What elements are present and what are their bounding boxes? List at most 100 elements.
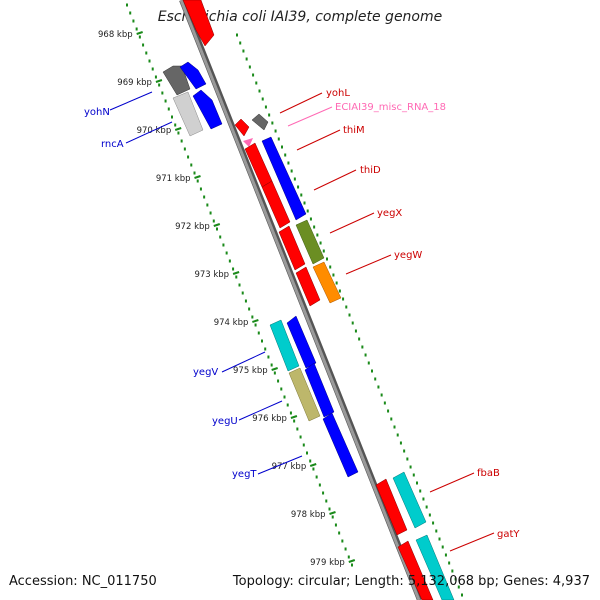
gene-rncA-left[interactable] [172, 91, 204, 137]
gene-yegW[interactable] [312, 261, 342, 304]
outer-ruler-dot [303, 201, 306, 205]
inner-ruler-dot [232, 267, 235, 271]
outer-ruler-dot [361, 345, 364, 349]
gene-blue-3[interactable] [286, 315, 317, 369]
gene-yohN[interactable] [162, 65, 191, 96]
outer-ruler-dot [348, 313, 351, 317]
inner-ruler-dot [148, 59, 151, 63]
outer-ruler-dot [268, 113, 271, 117]
inner-ruler-dot [267, 355, 270, 359]
outer-ruler-dot [319, 241, 322, 245]
label-yegX: yegX [377, 208, 402, 219]
outer-ruler-dot [438, 537, 441, 541]
inner-ruler-dot [283, 395, 286, 399]
outer-ruler-dot [422, 497, 425, 501]
inner-ruler-dot [222, 243, 225, 247]
gene-fbaB[interactable] [392, 471, 427, 529]
label-thiD: thiD [360, 165, 381, 176]
label-yohL: yohL [326, 88, 350, 99]
inner-ruler-dot [235, 275, 238, 279]
inner-ruler-dot [199, 187, 202, 191]
gene-yegX[interactable] [295, 219, 325, 265]
kbp-tick-label: 971 kbp [156, 174, 191, 184]
outer-ruler-dot [293, 177, 296, 181]
gene-gatY[interactable] [415, 534, 455, 600]
inner-ruler-dot [338, 531, 341, 535]
inner-ruler-dot [174, 123, 177, 127]
inner-ruler-dot [203, 195, 206, 199]
outer-ruler-dot [406, 457, 409, 461]
label-misc-rna: ECIAI39_misc_RNA_18 [335, 102, 446, 113]
outer-ruler-dot [393, 425, 396, 429]
inner-ruler-dot [228, 259, 231, 263]
inner-ruler-dot [328, 507, 331, 511]
inner-ruler-dot [296, 427, 299, 431]
gene-yohL-red[interactable] [234, 118, 250, 137]
outer-ruler-dot [428, 513, 431, 517]
gene-misc-rna[interactable] [243, 138, 253, 147]
gene-red-c[interactable] [295, 266, 321, 307]
gene-red-e[interactable] [397, 540, 434, 600]
inner-ruler-dot [347, 555, 350, 559]
outer-ruler-dot [258, 89, 261, 93]
inner-ruler-dot [190, 163, 193, 167]
gene-red-d[interactable] [375, 478, 408, 536]
inner-ruler-dot [151, 67, 154, 71]
inner-ruler-dot [344, 547, 347, 551]
inner-ruler-dot [126, 3, 128, 7]
gene-red-b[interactable] [278, 225, 306, 271]
inner-ruler-dot [212, 219, 215, 223]
gene-blue-2[interactable] [192, 89, 223, 130]
label-fbaB: fbaB [477, 468, 500, 479]
outer-ruler-dot [284, 153, 287, 157]
inner-ruler-dot [164, 99, 167, 103]
outer-ruler-dot [448, 561, 451, 565]
label-yegV: yegV [193, 367, 218, 378]
gene-yegU[interactable] [288, 367, 321, 422]
gene-top-partial[interactable] [182, 0, 215, 47]
outer-ruler-dot [390, 417, 393, 421]
kbp-tick-mark [174, 127, 182, 131]
outer-ruler-dot [432, 521, 435, 525]
inner-ruler-dot [193, 171, 196, 175]
gene-yohL-gray[interactable] [251, 113, 269, 131]
kbp-tick-mark [290, 415, 298, 419]
kbp-tick-label: 972 kbp [175, 222, 210, 232]
inner-ruler-dot [341, 539, 344, 543]
outer-ruler-dot [335, 281, 338, 285]
inner-ruler-dot [315, 475, 318, 479]
kbp-tick-label: 978 kbp [291, 510, 326, 520]
outer-ruler-dot [239, 41, 242, 45]
gene-yegT[interactable] [322, 412, 359, 478]
outer-ruler-dot [252, 73, 255, 77]
outer-ruler-dot [326, 257, 328, 261]
outer-ruler-dot [281, 145, 283, 149]
outer-ruler-dot [264, 105, 267, 109]
inner-ruler-dot [251, 315, 254, 319]
kbp-tick-mark [271, 367, 278, 371]
outer-ruler-dot [300, 193, 303, 197]
gene-thiM[interactable] [261, 136, 307, 221]
gene-blue-1[interactable] [179, 61, 207, 90]
kbp-tick-mark [136, 31, 143, 35]
kbp-tick-label: 975 kbp [233, 366, 268, 376]
gene-blue-4[interactable] [304, 362, 335, 418]
inner-ruler-dot [206, 203, 209, 207]
outer-ruler-dot [377, 385, 380, 389]
gene-thiD[interactable] [261, 180, 291, 229]
inner-ruler-dot [219, 235, 222, 239]
inner-ruler-dot [312, 467, 315, 471]
ruler-inner [126, 3, 353, 567]
outer-ruler-dot [306, 209, 309, 213]
leader-lines [109, 91, 495, 552]
gene-yegV[interactable] [269, 319, 300, 372]
outer-ruler-dot [409, 465, 412, 469]
kbp-tick-label: 974 kbp [214, 318, 249, 328]
inner-ruler-dot [129, 11, 132, 15]
label-yegW: yegW [394, 250, 422, 261]
inner-ruler-dot [225, 251, 228, 255]
inner-ruler-dot [244, 299, 247, 303]
inner-ruler-dot [183, 147, 186, 151]
inner-ruler-dot [171, 115, 173, 119]
inner-ruler-dot [261, 339, 263, 343]
